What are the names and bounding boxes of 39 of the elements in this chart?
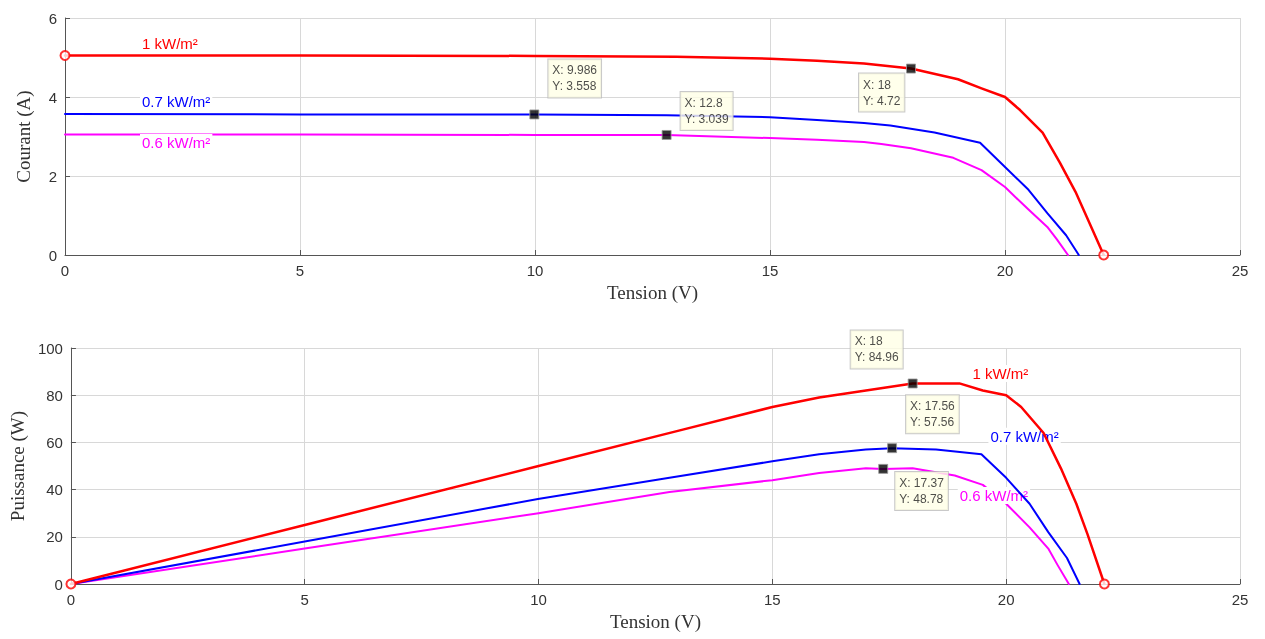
x-tick-label: 25 xyxy=(1231,262,1249,279)
x-tick-label: 20 xyxy=(996,262,1014,279)
series-label: 0.6 kW/m² xyxy=(142,134,211,152)
point xyxy=(65,578,77,590)
x-axis-title: Tension (V) xyxy=(609,611,701,633)
annotation: X: 18 Y: 84.96 xyxy=(854,334,900,365)
x-tick-label: 15 xyxy=(764,591,781,608)
x-axis-title: Tension (V) xyxy=(606,282,699,304)
y-tick-label: 6 xyxy=(48,9,57,27)
x-tick-label: 5 xyxy=(295,262,305,279)
y-tick-label: 20 xyxy=(46,528,63,546)
y-tick-label: 4 xyxy=(48,88,57,106)
x-tick-label: 5 xyxy=(300,591,309,608)
y-tick-label: 60 xyxy=(46,433,63,451)
y-tick-label: 100 xyxy=(37,339,63,357)
y-tick-label: 0 xyxy=(54,575,63,593)
y-tick-label: 80 xyxy=(46,386,63,404)
x-tick-label: 20 xyxy=(997,591,1015,608)
y-tick-label: 0 xyxy=(48,246,57,264)
x-tick-label: 25 xyxy=(1231,591,1249,608)
point xyxy=(59,50,71,62)
series-label: 1 kW/m² xyxy=(972,364,1029,382)
x-tick-label: 15 xyxy=(761,262,779,279)
series-label: 1 kW/m² xyxy=(142,35,198,53)
point xyxy=(1098,249,1110,261)
y-axis-title: Puissance (W) xyxy=(7,410,29,522)
annotation: X: 12.8 Y: 3.039 xyxy=(684,95,729,126)
annotation: X: 9.986 Y: 3.558 xyxy=(552,63,598,94)
y-axis-title: Courant (A) xyxy=(13,90,35,183)
annotation: X: 17.37 Y: 48.78 xyxy=(899,475,945,506)
point xyxy=(1098,578,1110,590)
annotation: X: 18 Y: 4.72 xyxy=(863,77,901,108)
x-tick-label: 0 xyxy=(66,591,76,608)
y-tick-label: 40 xyxy=(46,481,63,499)
x-tick-label: 10 xyxy=(530,591,547,608)
y-tick-label: 2 xyxy=(48,167,57,185)
series-label: 0.7 kW/m² xyxy=(142,93,211,111)
x-tick-label: 10 xyxy=(526,262,544,279)
annotation: X: 17.56 Y: 57.56 xyxy=(910,399,956,430)
